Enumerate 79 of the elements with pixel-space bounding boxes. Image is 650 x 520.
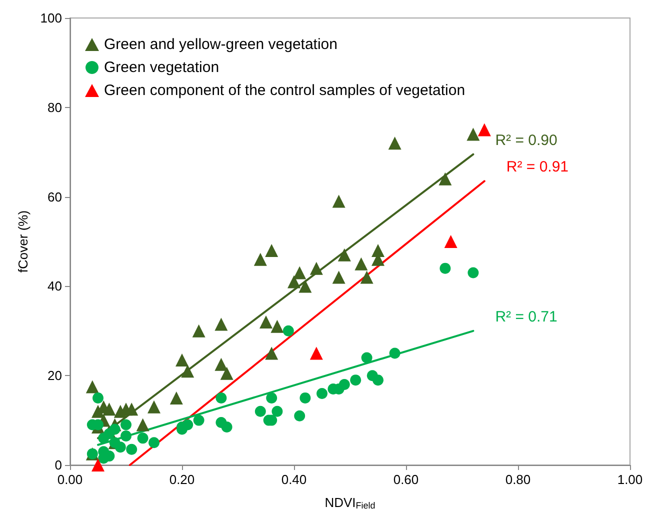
point — [316, 388, 328, 399]
point — [466, 128, 480, 141]
point — [254, 406, 266, 417]
point — [214, 358, 228, 371]
legend-label: Green and yellow-green vegetation — [104, 36, 338, 53]
y-tick-label: 20 — [48, 368, 62, 384]
point — [338, 379, 350, 390]
point — [120, 430, 132, 442]
x-tick-label: 0.40 — [281, 472, 307, 487]
point — [86, 380, 99, 394]
point — [478, 123, 491, 136]
point — [294, 410, 306, 422]
y-tick-label: 100 — [40, 10, 62, 26]
point — [214, 318, 228, 331]
x-tick-label: 0.00 — [57, 472, 83, 487]
point — [193, 414, 204, 426]
point — [270, 320, 284, 333]
point — [332, 194, 346, 208]
point — [170, 391, 183, 404]
annotation: R² = 0.90 — [495, 132, 558, 149]
legend-label: Green vegetation — [104, 59, 220, 76]
point — [389, 348, 400, 359]
point — [361, 352, 372, 364]
point — [220, 366, 234, 380]
point — [260, 315, 272, 328]
point — [440, 262, 451, 274]
point — [182, 419, 194, 430]
point — [221, 422, 232, 432]
point — [126, 444, 138, 455]
point — [300, 392, 311, 404]
point — [148, 400, 160, 414]
point — [120, 419, 132, 430]
x-tick-label: 1.00 — [617, 472, 643, 487]
point — [444, 235, 458, 248]
point — [92, 458, 104, 472]
y-tick-label: 80 — [48, 100, 62, 115]
point — [148, 437, 160, 448]
point — [272, 406, 283, 417]
point — [266, 392, 278, 404]
point — [137, 432, 148, 444]
point — [254, 252, 267, 266]
point — [372, 244, 384, 257]
x-tick-label: 0.80 — [505, 472, 531, 487]
point — [216, 392, 227, 404]
point — [388, 136, 402, 150]
y-tick-label: 60 — [48, 189, 62, 204]
legend-label: Green component of the control samples of vegetation — [104, 82, 466, 99]
point — [114, 442, 126, 453]
point — [354, 257, 368, 270]
point — [468, 267, 479, 278]
x-tick-label: 0.60 — [393, 472, 419, 487]
point — [109, 424, 120, 435]
annotation: R² = 0.71 — [495, 308, 558, 326]
point — [350, 374, 362, 386]
point — [102, 402, 116, 416]
point — [176, 353, 188, 366]
y-tick-label: 40 — [48, 278, 62, 294]
point — [136, 418, 150, 432]
point — [92, 392, 104, 404]
point — [332, 270, 346, 284]
point — [288, 275, 300, 288]
point — [338, 248, 351, 262]
point — [192, 324, 206, 338]
point — [293, 266, 306, 280]
point — [265, 244, 278, 257]
point — [310, 262, 323, 275]
point — [265, 346, 278, 360]
point — [181, 364, 194, 378]
point — [360, 270, 374, 284]
point — [298, 280, 312, 293]
x-tick-label: 0.20 — [169, 472, 195, 487]
y-axis-title: fCover (%) — [15, 210, 30, 273]
point — [372, 374, 384, 386]
annotation: R² = 0.91 — [506, 158, 569, 176]
point — [310, 346, 323, 360]
point — [125, 402, 138, 416]
y-tick-label: 0 — [54, 458, 62, 472]
point — [282, 325, 294, 336]
point — [438, 172, 452, 186]
